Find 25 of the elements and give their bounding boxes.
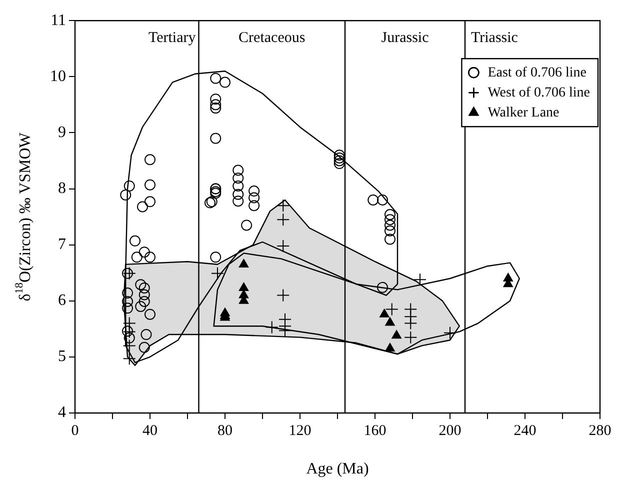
y-tick-label: 5	[58, 348, 66, 366]
x-tick-label: 200	[438, 422, 462, 439]
annotation: Jurassic	[381, 30, 430, 46]
y-tick-label: 7	[58, 236, 66, 254]
legend-label: Walker Lane	[488, 105, 560, 120]
annotation: Triassic	[471, 30, 518, 46]
y-tick-label: 9	[58, 124, 66, 141]
y-tick-label: 10	[50, 68, 66, 85]
y-tick-label: 8	[58, 180, 66, 197]
x-tick-label: 160	[364, 422, 386, 439]
legend-label: West of 0.706 line	[488, 85, 590, 100]
x-tick-label: 240	[514, 422, 536, 439]
y-tick-label: 11	[50, 12, 66, 29]
x-tick-label: 120	[288, 422, 312, 439]
y-tick-label: 4	[58, 404, 66, 422]
x-tick-label: 40	[142, 422, 158, 439]
x-tick-label: 280	[588, 422, 612, 439]
x-axis-title: Age (Ma)	[306, 460, 369, 478]
x-tick-label: 80	[218, 422, 232, 439]
x-tick-label: 0	[71, 422, 79, 439]
annotation: Tertiary	[148, 30, 196, 46]
y-axis-title: δ18O(Zircon) ‰ VSMOW	[14, 132, 34, 302]
legend-label: East of 0.706 line	[488, 65, 586, 80]
annotation: Cretaceous	[238, 30, 306, 46]
y-tick-label: 6	[58, 292, 66, 310]
